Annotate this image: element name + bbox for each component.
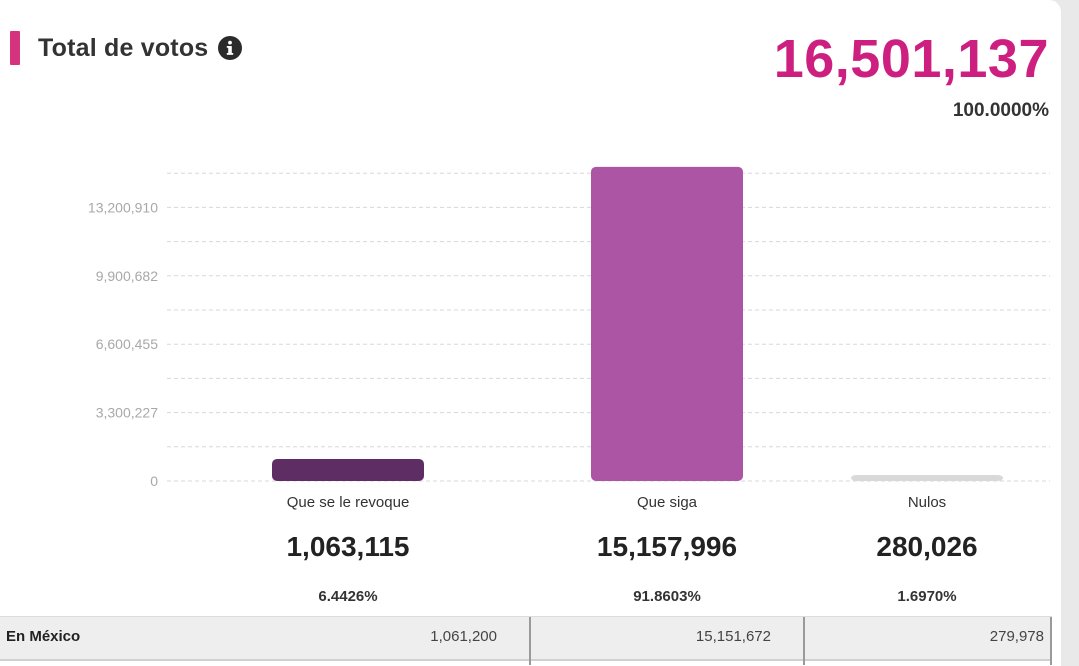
column-separator xyxy=(803,617,805,665)
category-label: Que siga xyxy=(637,494,698,511)
table-row-en-mexico: En México 1,061,200 15,151,672 279,978 xyxy=(0,616,1052,665)
info-icon[interactable] xyxy=(218,36,243,60)
percentage-revoque: 6.4426% xyxy=(318,588,378,605)
column-separator xyxy=(529,617,531,665)
value-label-revoque: 1,063,115 xyxy=(286,531,410,562)
panel-title: Total de votos xyxy=(38,33,209,62)
y-axis-ticks: 0 3,300,227 6,600,455 9,900,682 13,200,910 xyxy=(88,199,158,489)
cell-siga: 15,151,672 xyxy=(695,628,771,645)
bar-revoque xyxy=(272,458,424,481)
column-separator xyxy=(1050,617,1052,665)
category-label: Nulos xyxy=(908,494,946,511)
cell-revoque: 1,061,200 xyxy=(430,628,497,645)
category-label: Que se le revoque xyxy=(287,494,410,511)
value-label-siga: 15,157,996 xyxy=(596,531,738,562)
percentage-nulos: 1.6970% xyxy=(897,588,957,605)
percentage-siga: 91.8603% xyxy=(633,588,701,605)
bar-siga xyxy=(591,166,743,481)
chart-bars xyxy=(272,166,1003,481)
value-label-nulos: 280,026 xyxy=(876,531,978,562)
y-tick-label: 9,900,682 xyxy=(96,268,158,284)
cell-nulos: 279,978 xyxy=(989,628,1044,645)
bar-nulos xyxy=(851,475,1003,481)
total-votes-percentage: 100.0000% xyxy=(952,100,1049,121)
y-tick-label: 0 xyxy=(150,473,158,489)
x-axis-categories: Que se le revoque Que siga Nulos xyxy=(287,494,946,511)
panel-header: Total de votos xyxy=(10,30,243,66)
y-tick-label: 13,200,910 xyxy=(88,199,158,215)
total-votes-value: 16,501,137 xyxy=(773,29,1049,89)
y-tick-label: 3,300,227 xyxy=(96,405,158,421)
y-tick-label: 6,600,455 xyxy=(96,336,158,352)
bar-chart: 0 3,300,227 6,600,455 9,900,682 13,200,910 Q… xyxy=(88,166,1050,511)
title-accent-bar xyxy=(10,31,20,65)
row-label: En México xyxy=(6,628,81,645)
